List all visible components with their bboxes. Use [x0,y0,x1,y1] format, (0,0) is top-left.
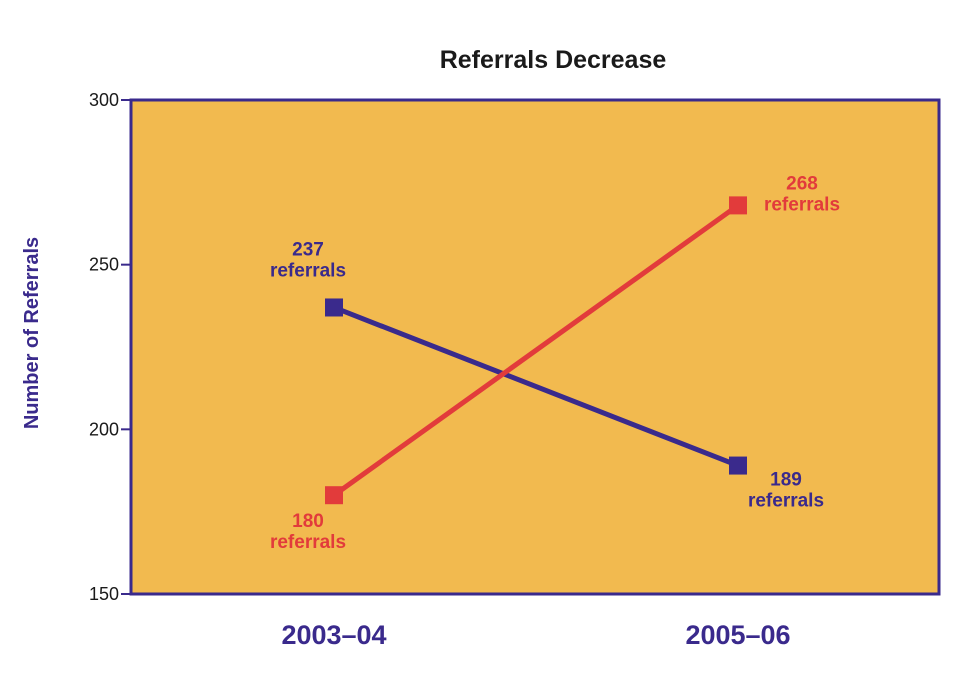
y-axis: 150 200 250 300 [89,90,131,604]
data-label: 237 [292,239,324,260]
data-label: 180 [292,511,324,532]
data-label: referrals [764,194,840,215]
y-tick-label: 300 [89,90,119,110]
plot-area [131,100,939,594]
x-tick-label: 2003–04 [281,620,386,650]
series-line [333,305,739,468]
data-label: 189 [770,470,802,491]
y-axis-label: Number of Referrals [21,237,43,429]
y-tick-label: 200 [89,419,119,439]
data-point [729,196,747,215]
y-tick-label: 150 [89,584,119,604]
y-tick-label: 250 [89,255,119,275]
series-line [332,203,740,498]
data-label: referrals [270,260,346,281]
data-point [729,456,747,475]
x-axis: 2003–04 2005–06 [281,620,790,650]
data-label: 268 [786,173,818,194]
plot-border [129,98,941,596]
data-point [325,486,343,505]
series-layer: 237referrals189referrals180referrals268r… [270,173,840,553]
data-label: referrals [748,491,824,512]
data-label: referrals [270,532,346,553]
data-point [325,298,343,317]
x-tick-label: 2005–06 [685,620,790,650]
chart-title: Referrals Decrease [440,46,667,74]
